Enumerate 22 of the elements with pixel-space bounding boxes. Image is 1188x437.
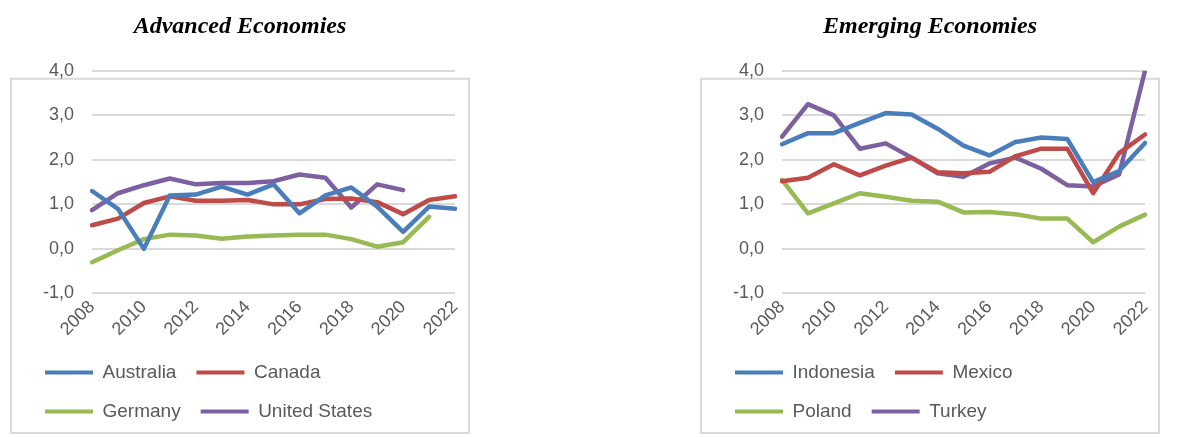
- legend-label: United States: [258, 399, 373, 421]
- legend-label: Turkey: [929, 399, 988, 421]
- legend-label: Canada: [253, 360, 321, 382]
- y-tick-label: 4,0: [48, 59, 75, 80]
- y-tick-label: 2,0: [738, 148, 765, 169]
- y-tick-label: 0,0: [48, 237, 75, 258]
- chart-title: Advanced Economies: [131, 11, 347, 38]
- legend-label: Mexico: [952, 360, 1013, 382]
- y-tick-label: 4,0: [738, 59, 765, 80]
- legend-label: Australia: [102, 360, 177, 382]
- y-tick-label: -1,0: [732, 282, 765, 303]
- y-tick-label: 1,0: [48, 193, 75, 214]
- y-tick-label: 0,0: [738, 237, 765, 258]
- legend-label: Germany: [102, 399, 182, 421]
- y-tick-label: 3,0: [738, 104, 765, 125]
- y-tick-label: 2,0: [48, 148, 75, 169]
- legend-label: Poland: [792, 399, 852, 421]
- y-tick-label: 3,0: [48, 104, 75, 125]
- legend-label: Indonesia: [792, 360, 876, 382]
- y-tick-label: 1,0: [738, 193, 765, 214]
- chart-title: Emerging Economies: [821, 11, 1038, 38]
- y-tick-label: -1,0: [42, 282, 75, 303]
